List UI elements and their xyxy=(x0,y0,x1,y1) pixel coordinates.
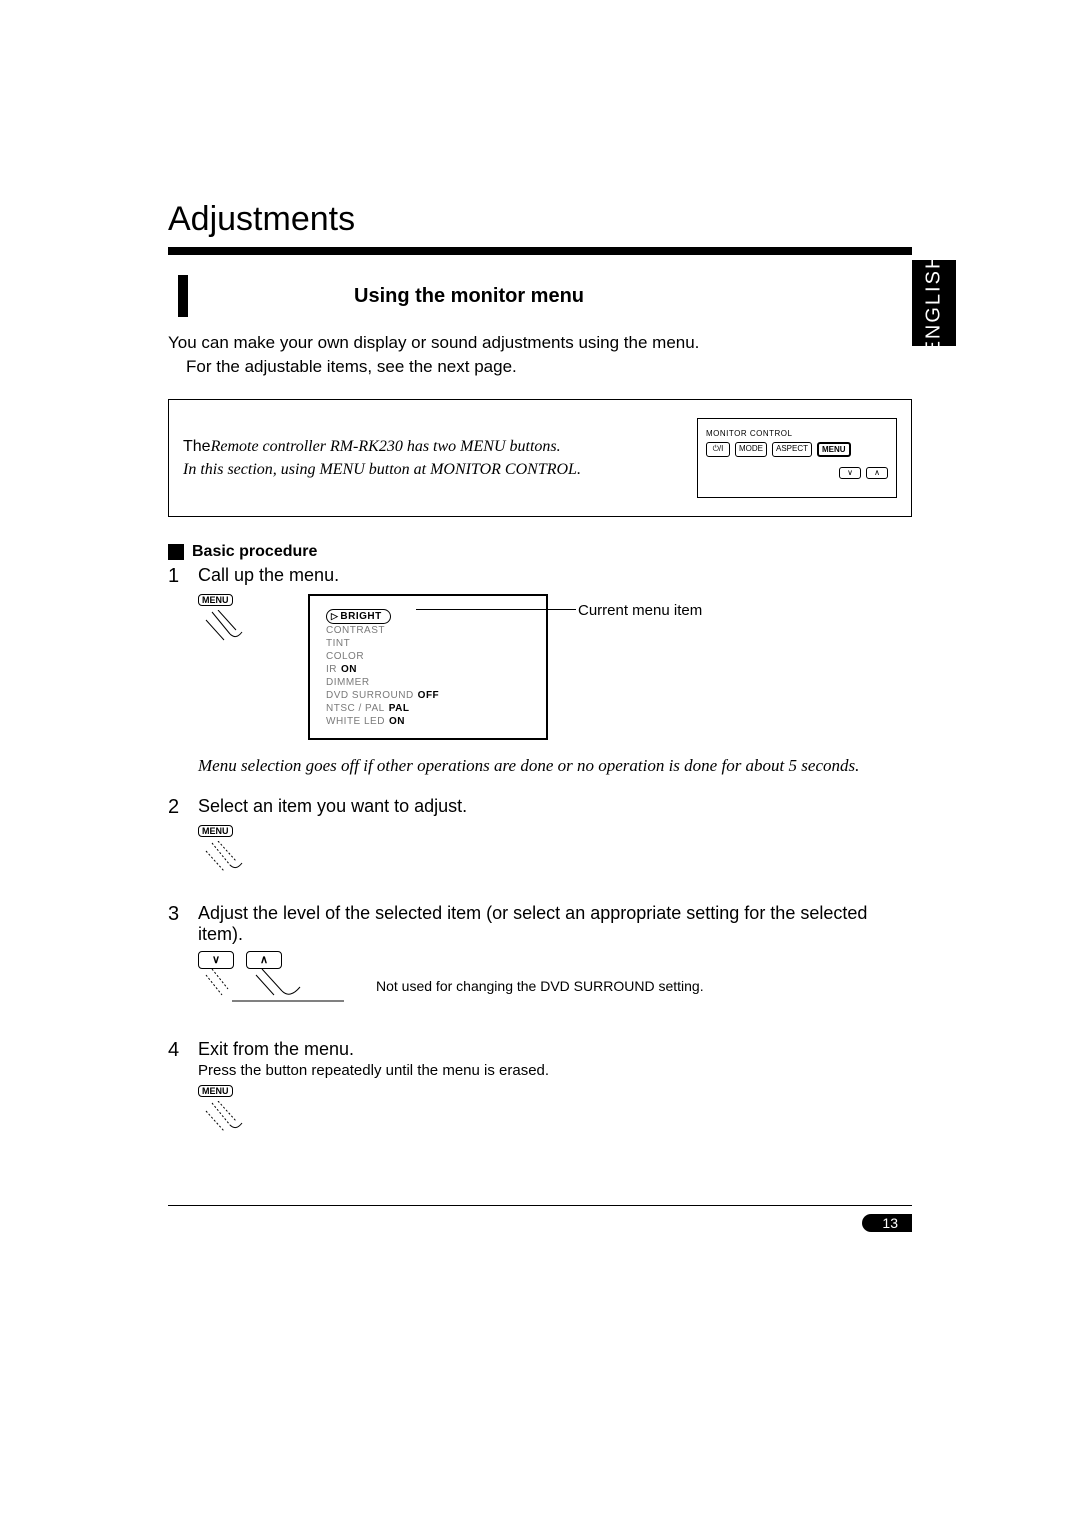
osd-item: TINT xyxy=(326,637,530,650)
subheading: Basic procedure xyxy=(168,543,912,561)
callout-line xyxy=(416,609,576,610)
step-4-num: 4 xyxy=(168,1039,198,1079)
press-lines-icon xyxy=(202,610,252,650)
info-italic-1: Remote controller RM-RK230 has two MENU … xyxy=(211,438,561,455)
mode-button: MODE xyxy=(735,442,767,458)
page-number: 13 xyxy=(862,1214,912,1232)
step-3: 3 Adjust the level of the selected item … xyxy=(168,903,912,945)
step-3-note: Not used for changing the DVD SURROUND s… xyxy=(376,978,704,994)
manual-page: Adjustments ENGLISH Using the monitor me… xyxy=(168,200,912,1232)
aspect-button: ASPECT xyxy=(772,442,812,458)
menu-button-label: MENU xyxy=(198,594,233,606)
menu-button-highlight: MENU xyxy=(817,442,851,458)
menu-button-press-icon: MENU xyxy=(198,594,268,654)
osd-item: DVD SURROUNDOFF xyxy=(326,689,530,702)
page-number-wrap: 13 xyxy=(168,1214,912,1232)
step-2-text: Select an item you want to adjust. xyxy=(198,796,912,819)
down-button: ∨ xyxy=(839,467,861,479)
language-tab-label: ENGLISH xyxy=(923,252,946,354)
menu-button-press-icon: MENU xyxy=(198,825,268,885)
menu-button-label: MENU xyxy=(198,1085,233,1097)
step-1-note: Menu selection goes off if other operati… xyxy=(198,754,912,778)
step-1-visual: MENU BRIGHTCONTRASTTINTCOLORIRONDIMMERDV… xyxy=(198,594,912,740)
intro-line-1: You can make your own display or sound a… xyxy=(168,331,912,355)
step-4-sub: Press the button repeatedly until the me… xyxy=(198,1062,912,1079)
osd-item: NTSC / PALPAL xyxy=(326,702,530,715)
press-lines-icon xyxy=(202,1101,252,1141)
step-3-text: Adjust the level of the selected item (o… xyxy=(198,903,912,945)
step-4-text: Exit from the menu. xyxy=(198,1039,912,1060)
osd-menu: BRIGHTCONTRASTTINTCOLORIRONDIMMERDVD SUR… xyxy=(308,594,548,740)
step-3-num: 3 xyxy=(168,903,198,945)
page-title: Adjustments xyxy=(168,200,912,239)
osd-item-value: PAL xyxy=(389,703,410,714)
osd-item: COLOR xyxy=(326,650,530,663)
section-heading: Using the monitor menu xyxy=(178,275,738,317)
title-rule xyxy=(168,247,912,255)
osd-callout-label: Current menu item xyxy=(578,602,702,619)
step-1-num: 1 xyxy=(168,565,198,588)
osd-item: BRIGHT xyxy=(326,609,391,624)
bullet-square-icon xyxy=(168,544,184,560)
step-1: 1 Call up the menu. xyxy=(168,565,912,588)
footer-rule xyxy=(168,1205,912,1206)
press-lines-icon xyxy=(204,967,344,1017)
osd-item-value: ON xyxy=(389,716,405,727)
menu-button-press-icon: MENU xyxy=(198,1085,268,1145)
info-box-text: TheRemote controller RM-RK230 has two ME… xyxy=(183,435,581,481)
step-4: 4 Exit from the menu. Press the button r… xyxy=(168,1039,912,1079)
step-1-text: Call up the menu. xyxy=(198,565,912,588)
osd-item: CONTRAST xyxy=(326,624,530,637)
osd-item: DIMMER xyxy=(326,676,530,689)
osd-item-value: ON xyxy=(341,664,357,675)
remote-row-1: ⏻/I MODE ASPECT MENU xyxy=(706,442,888,458)
up-button: ∧ xyxy=(866,467,888,479)
info-prefix: The xyxy=(183,438,211,455)
section-heading-text: Using the monitor menu xyxy=(354,285,584,308)
step-4-body: Exit from the menu. Press the button rep… xyxy=(198,1039,912,1079)
osd-item: WHITE LEDON xyxy=(326,715,530,728)
osd-item: IRON xyxy=(326,663,530,676)
remote-diagram: MONITOR CONTROL ⏻/I MODE ASPECT MENU ∨ ∧ xyxy=(697,418,897,498)
intro-line-2: For the adjustable items, see the next p… xyxy=(186,355,912,379)
menu-button-label: MENU xyxy=(198,825,233,837)
intro-text: You can make your own display or sound a… xyxy=(168,331,912,379)
step-3-visual: ∨ ∧ Not used for changing the DVD SURROU… xyxy=(198,951,912,1021)
press-lines-icon xyxy=(202,841,252,881)
step-2-visual: MENU xyxy=(198,825,912,885)
step-2: 2 Select an item you want to adjust. xyxy=(168,796,912,819)
subheading-text: Basic procedure xyxy=(192,543,317,561)
info-italic-2: In this section, using MENU button at MO… xyxy=(183,461,581,478)
step-2-num: 2 xyxy=(168,796,198,819)
remote-row-2: ∨ ∧ xyxy=(706,467,888,479)
osd-item-value: OFF xyxy=(418,690,440,701)
arrow-buttons-icon: ∨ ∧ xyxy=(198,951,358,1021)
info-box: TheRemote controller RM-RK230 has two ME… xyxy=(168,399,912,517)
remote-label: MONITOR CONTROL xyxy=(706,429,888,438)
step-4-visual: MENU xyxy=(198,1085,912,1145)
power-button: ⏻/I xyxy=(706,442,730,458)
language-tab: ENGLISH xyxy=(912,260,956,346)
